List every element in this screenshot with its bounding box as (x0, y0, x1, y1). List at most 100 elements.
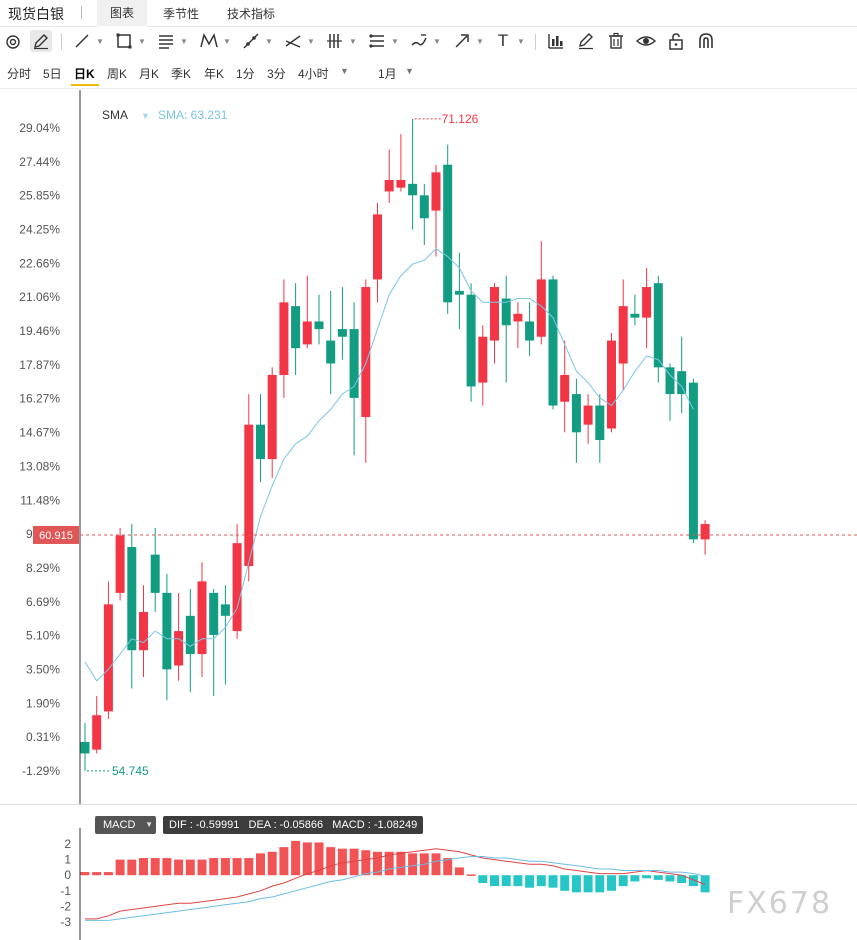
chevron-down-icon[interactable]: ▼ (223, 37, 231, 46)
text-icon[interactable]: T (497, 31, 509, 50)
rectangle-icon[interactable] (113, 30, 135, 52)
fib-lines-icon[interactable] (155, 30, 177, 52)
tab-chart[interactable]: 图表 (97, 0, 148, 27)
arrow-icon[interactable] (451, 30, 473, 52)
price-chart[interactable]: 29.04% 27.44% 25.85% 24.25% 22.66% 21.06% 19.4… (0, 90, 857, 806)
chevron-down-icon[interactable]: ▼ (340, 66, 349, 76)
pattern-icon[interactable] (198, 30, 220, 52)
grid-lines-icon[interactable] (366, 30, 388, 52)
candle-body (677, 371, 687, 395)
macd-histogram-bar (244, 858, 254, 876)
period-1min[interactable]: 1分 (236, 67, 255, 81)
chevron-down-icon[interactable]: ▼ (433, 37, 441, 46)
macd-histogram-bar (630, 875, 640, 882)
candle (595, 394, 605, 463)
candle-body (583, 405, 593, 425)
chevron-down-icon[interactable]: ▼ (307, 37, 315, 46)
candle (548, 275, 558, 410)
candle-body (115, 535, 125, 593)
candle-body (419, 195, 429, 219)
y-tick-label: 11.48% (20, 493, 60, 507)
toolbar-separator (61, 34, 62, 50)
period-quarterly[interactable]: 季K (171, 67, 192, 81)
candle (536, 241, 546, 345)
candle (80, 722, 90, 771)
sma-legend-label[interactable]: SMA (102, 108, 129, 122)
tab-indicators[interactable]: 技术指标 (227, 7, 276, 21)
candle (419, 183, 429, 245)
candle (162, 573, 172, 700)
chevron-down-icon[interactable]: ▼ (405, 66, 414, 76)
chevron-down-icon[interactable]: ▼ (517, 37, 525, 46)
candle-body (595, 405, 605, 440)
candle (688, 378, 698, 544)
candle-body (571, 394, 581, 433)
magnet-horseshoe-icon[interactable] (695, 30, 717, 52)
chevron-down-icon[interactable]: ▼ (138, 37, 146, 46)
draw-edit-icon[interactable] (575, 30, 597, 52)
period-weekly[interactable]: 周K (107, 67, 128, 81)
macd-histogram-bar (618, 875, 628, 887)
macd-histogram-bar (314, 842, 324, 876)
candle-body (92, 715, 102, 750)
y-tick-label: 21.06% (19, 290, 60, 304)
channel-icon[interactable] (324, 30, 346, 52)
candle-body (443, 164, 453, 303)
brush-icon[interactable] (408, 30, 430, 52)
candle-body (244, 424, 254, 567)
macd-histogram-bar (150, 858, 160, 876)
line-icon[interactable] (71, 30, 93, 52)
candle-body (642, 287, 652, 318)
chevron-down-icon[interactable]: ▼ (349, 37, 357, 46)
macd-histogram-bar (139, 858, 148, 876)
period-daily[interactable]: 日K (74, 67, 95, 81)
trash-icon[interactable] (605, 30, 627, 52)
measure-icon[interactable] (282, 30, 304, 52)
toolbar-separator (535, 34, 536, 50)
candle-body (127, 547, 137, 651)
period-monthly[interactable]: 月K (139, 67, 160, 81)
macd-macd-value: MACD : -1.08249 (332, 819, 418, 831)
chevron-down-icon[interactable]: ▼ (180, 37, 188, 46)
macd-y-tick-label: -1 (60, 884, 71, 898)
chevron-down-icon[interactable]: ▼ (145, 820, 153, 829)
range-select[interactable]: 1月 (378, 67, 397, 81)
magnet-icon[interactable] (2, 30, 24, 52)
candle (431, 164, 441, 257)
candle (618, 279, 628, 391)
period-timeshare[interactable]: 分时 (7, 67, 32, 81)
eye-icon[interactable] (635, 30, 657, 52)
pencil-icon[interactable] (30, 30, 52, 52)
period-4hour[interactable]: 4小时 (298, 67, 329, 81)
macd-indicator-select[interactable]: MACD ▼ (95, 816, 156, 834)
macd-histogram-bar (209, 858, 219, 876)
macd-chart[interactable]: 2 10 -1-2 -3 (0, 806, 857, 940)
macd-histogram-bar (431, 853, 441, 876)
macd-histogram-bar (653, 875, 663, 880)
macd-histogram-bar (384, 851, 394, 876)
macd-histogram-bar (279, 847, 289, 876)
candle-body (349, 329, 359, 398)
projection-icon[interactable] (240, 30, 262, 52)
chevron-down-icon[interactable]: ▼ (265, 37, 273, 46)
chevron-down-icon[interactable]: ▼ (476, 37, 484, 46)
tab-seasonality[interactable]: 季节性 (163, 7, 200, 21)
period-yearly[interactable]: 年K (204, 67, 225, 81)
candle-body (454, 290, 464, 295)
candle (279, 279, 289, 398)
candle (396, 134, 406, 192)
instrument-title: 现货白银 (8, 6, 64, 22)
candle-body (337, 329, 347, 337)
period-3min[interactable]: 3分 (267, 67, 286, 81)
period-5day[interactable]: 5日 (43, 67, 62, 81)
lock-icon[interactable] (665, 30, 687, 52)
chevron-down-icon[interactable]: ▼ (391, 37, 399, 46)
macd-histogram-bar (337, 848, 347, 876)
chevron-down-icon[interactable]: ▼ (96, 37, 104, 46)
chevron-down-icon[interactable]: ▼ (141, 111, 150, 121)
indicator-icon[interactable] (545, 30, 567, 52)
macd-histogram-bar (583, 875, 593, 893)
macd-histogram-bar (607, 875, 616, 891)
candle (607, 332, 616, 433)
candle-body (525, 321, 535, 341)
